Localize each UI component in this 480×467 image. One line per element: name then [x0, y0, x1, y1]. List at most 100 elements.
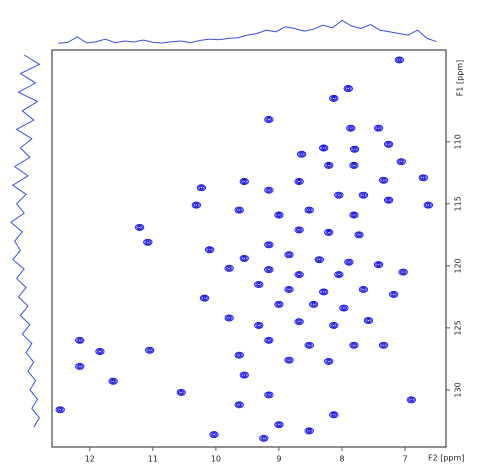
- peak: [224, 264, 234, 272]
- contour-ring: [378, 176, 389, 184]
- peak: [329, 411, 339, 419]
- peak: [55, 406, 65, 414]
- peak: [234, 401, 244, 409]
- peak: [264, 116, 274, 123]
- contour-ring: [285, 357, 293, 363]
- contour-ring: [307, 429, 312, 433]
- contour-ring: [256, 323, 261, 327]
- contour-ring: [326, 359, 331, 363]
- contour-ring: [144, 239, 152, 245]
- peak: [264, 266, 274, 274]
- contour-ring: [254, 281, 264, 288]
- contour-ring: [225, 315, 233, 321]
- contour-ring: [227, 266, 231, 270]
- contour-ring: [316, 257, 323, 263]
- contour-ring: [366, 319, 371, 322]
- contour-ring: [235, 402, 243, 408]
- contour-ring: [227, 316, 231, 320]
- peak: [398, 268, 408, 276]
- contour-ring: [386, 198, 391, 202]
- peak: [324, 228, 334, 236]
- peak: [95, 348, 105, 355]
- contour-ring: [352, 163, 356, 167]
- peak: [418, 174, 428, 182]
- contour-ring: [177, 389, 185, 395]
- peak: [396, 158, 406, 166]
- contour-ring: [267, 118, 271, 121]
- contour-ring: [363, 317, 374, 324]
- contour-ring: [254, 321, 264, 329]
- peak: [75, 336, 85, 344]
- peak: [319, 288, 329, 296]
- contour-ring: [274, 300, 284, 308]
- peak: [274, 421, 284, 429]
- peak: [314, 256, 324, 264]
- contour-ring: [350, 212, 358, 218]
- contour-ring: [237, 403, 242, 407]
- contour-ring: [347, 125, 355, 131]
- x-axis-label: F2 [ppm]: [428, 454, 464, 463]
- contour-ring: [389, 290, 399, 298]
- contour-ring: [330, 322, 338, 328]
- contour-ring: [239, 371, 249, 379]
- contour-ring: [361, 193, 366, 197]
- contour-ring: [336, 193, 341, 197]
- x-tick-label: 7: [402, 455, 407, 464]
- contour-ring: [349, 211, 359, 219]
- contour-ring: [345, 86, 352, 91]
- contour-ring: [241, 372, 248, 378]
- contour-ring: [365, 318, 372, 323]
- contour-ring: [176, 388, 186, 396]
- contour-ring: [360, 286, 367, 292]
- contour-ring: [237, 208, 242, 212]
- contour-ring: [425, 202, 432, 208]
- contour-ring: [334, 271, 344, 279]
- contour-ring: [375, 262, 382, 268]
- contour-ring: [396, 57, 403, 63]
- contour-ring: [136, 224, 143, 230]
- peak: [354, 231, 364, 239]
- peak: [176, 388, 186, 396]
- contour-ring: [418, 174, 428, 182]
- contour-ring: [352, 147, 357, 151]
- y-tick-label: 125: [454, 320, 463, 335]
- contour-ring: [376, 263, 381, 267]
- contour-ring: [264, 336, 274, 344]
- contour-ring: [385, 197, 392, 203]
- peak: [383, 140, 394, 148]
- contour-ring: [297, 228, 301, 232]
- peak: [134, 223, 145, 231]
- contour-ring: [335, 192, 343, 198]
- contour-ring: [331, 96, 336, 100]
- contour-ring: [321, 146, 326, 150]
- contour-ring: [285, 252, 293, 258]
- contour-ring: [381, 178, 386, 182]
- peak: [143, 238, 153, 246]
- peak: [234, 206, 244, 214]
- contour-ring: [408, 397, 415, 403]
- y-axis-label: F1 [ppm]: [456, 60, 465, 96]
- peak: [423, 201, 433, 209]
- peak: [394, 56, 405, 64]
- contour-ring: [209, 431, 219, 439]
- plot-frame: [51, 49, 447, 448]
- contour-ring: [76, 337, 83, 343]
- contour-ring: [325, 229, 332, 235]
- contour-ring: [207, 248, 212, 252]
- contour-ring: [75, 362, 85, 370]
- peak: [329, 94, 339, 102]
- contour-ring: [381, 343, 386, 347]
- contour-ring: [242, 180, 247, 183]
- peak: [224, 314, 234, 322]
- contour-ring: [267, 243, 271, 247]
- contour-ring: [265, 242, 273, 248]
- contour-ring: [264, 391, 274, 399]
- contour-ring: [297, 320, 301, 324]
- contour-ring: [352, 343, 356, 347]
- peak: [308, 300, 319, 308]
- contour-ring: [196, 184, 207, 192]
- contour-ring: [304, 427, 314, 435]
- contour-ring: [350, 162, 358, 168]
- contour-ring: [324, 228, 334, 236]
- contour-ring: [326, 230, 331, 234]
